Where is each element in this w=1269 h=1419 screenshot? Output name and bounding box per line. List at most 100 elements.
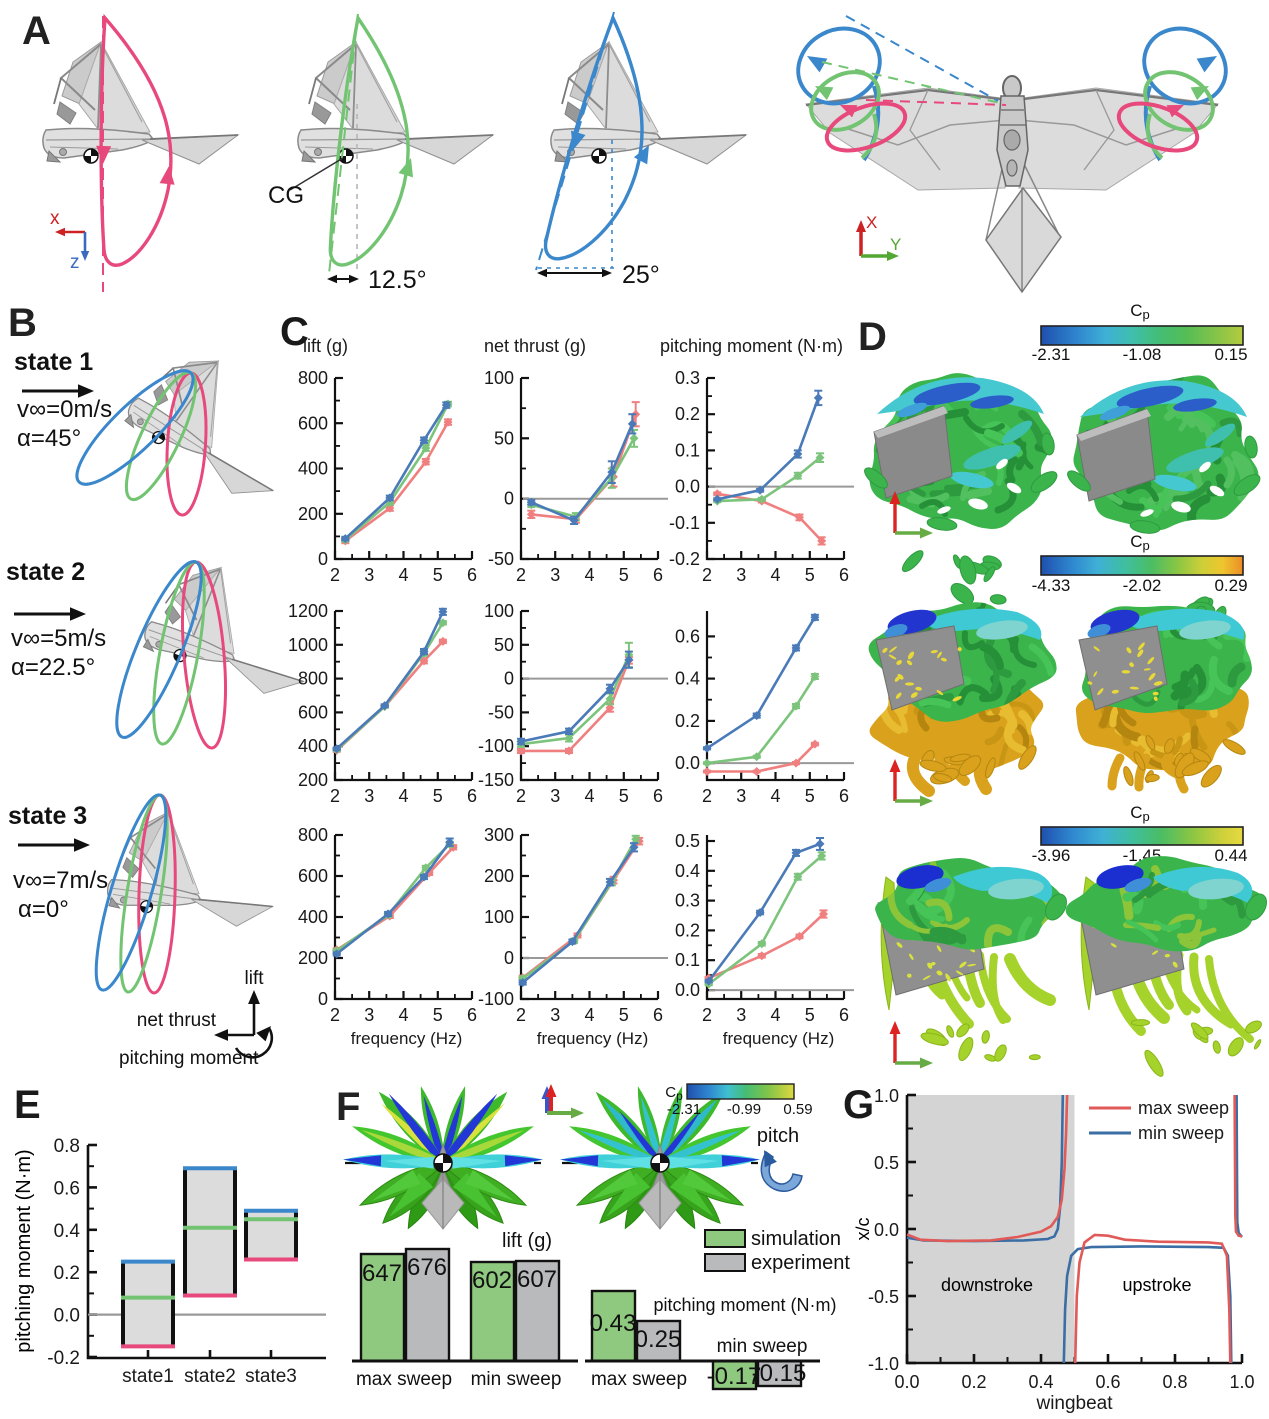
svg-text:0.4: 0.4 — [675, 669, 700, 689]
svg-text:0.6: 0.6 — [54, 1178, 80, 1199]
svg-text:max sweep: max sweep — [591, 1369, 687, 1390]
svg-text:0.0: 0.0 — [54, 1306, 80, 1327]
svg-text:-0.2: -0.2 — [47, 1348, 80, 1369]
svg-text:F: F — [336, 1085, 360, 1129]
svg-text:-50: -50 — [488, 702, 514, 722]
svg-text:0.6: 0.6 — [675, 626, 700, 646]
svg-text:25°: 25° — [622, 261, 660, 289]
svg-text:5: 5 — [805, 786, 815, 806]
svg-text:0.25: 0.25 — [635, 1326, 682, 1353]
svg-text:pitching moment (N·m): pitching moment (N·m) — [13, 1149, 35, 1352]
svg-text:4: 4 — [770, 1005, 780, 1025]
svg-text:100: 100 — [484, 368, 514, 388]
svg-text:3: 3 — [550, 565, 560, 585]
svg-text:800: 800 — [298, 825, 328, 845]
svg-text:50: 50 — [494, 428, 514, 448]
svg-text:min sweep: min sweep — [717, 1336, 808, 1357]
svg-text:0.1: 0.1 — [675, 950, 700, 970]
svg-text:4: 4 — [584, 1005, 594, 1025]
svg-text:G: G — [843, 1083, 874, 1127]
svg-text:300: 300 — [484, 825, 514, 845]
svg-text:state2: state2 — [184, 1366, 236, 1387]
svg-text:3: 3 — [364, 1005, 374, 1025]
svg-text:simulation: simulation — [751, 1228, 841, 1250]
svg-text:5: 5 — [805, 565, 815, 585]
svg-text:6: 6 — [839, 1005, 849, 1025]
svg-text:607: 607 — [517, 1266, 557, 1293]
svg-text:0.4: 0.4 — [54, 1221, 81, 1242]
svg-text:-50: -50 — [488, 549, 514, 569]
svg-text:2: 2 — [702, 1005, 712, 1025]
svg-text:400: 400 — [298, 736, 328, 756]
svg-text:0.0: 0.0 — [675, 753, 700, 773]
svg-text:0.8: 0.8 — [54, 1136, 80, 1157]
svg-text:6: 6 — [467, 1005, 477, 1025]
svg-text:0.1: 0.1 — [675, 440, 700, 460]
svg-text:2: 2 — [330, 1005, 340, 1025]
svg-text:2: 2 — [330, 565, 340, 585]
svg-text:x/c: x/c — [853, 1217, 873, 1240]
svg-text:4: 4 — [398, 1005, 408, 1025]
svg-text:600: 600 — [298, 866, 328, 886]
svg-text:-100: -100 — [478, 989, 514, 1009]
svg-text:3: 3 — [364, 565, 374, 585]
svg-text:0: 0 — [318, 549, 328, 569]
svg-text:1000: 1000 — [288, 635, 328, 655]
svg-text:6: 6 — [653, 786, 663, 806]
svg-text:2: 2 — [516, 565, 526, 585]
svg-text:0.2: 0.2 — [675, 920, 700, 940]
svg-text:602: 602 — [472, 1267, 512, 1294]
svg-text:3: 3 — [736, 1005, 746, 1025]
svg-text:5: 5 — [433, 786, 443, 806]
svg-text:0: 0 — [504, 489, 514, 509]
svg-text:Cp: Cp — [665, 1084, 683, 1103]
svg-text:0: 0 — [504, 669, 514, 689]
svg-text:B: B — [8, 301, 37, 345]
svg-text:frequency (Hz): frequency (Hz) — [351, 1029, 462, 1048]
svg-text:600: 600 — [298, 702, 328, 722]
svg-text:0.2: 0.2 — [675, 404, 700, 424]
svg-text:pitch: pitch — [757, 1125, 799, 1147]
svg-text:-1.08: -1.08 — [1123, 345, 1162, 364]
svg-text:v∞=7m/s: v∞=7m/s — [13, 867, 108, 894]
svg-text:Cp: Cp — [1130, 301, 1150, 322]
svg-text:5: 5 — [619, 565, 629, 585]
svg-text:5: 5 — [805, 1005, 815, 1025]
svg-text:-0.2: -0.2 — [669, 549, 700, 569]
svg-text:experiment: experiment — [751, 1252, 850, 1274]
svg-text:0.15: 0.15 — [1214, 345, 1247, 364]
svg-text:0.59: 0.59 — [783, 1101, 812, 1118]
svg-text:lift: lift — [245, 968, 265, 989]
svg-text:upstroke: upstroke — [1122, 1275, 1191, 1295]
svg-text:4: 4 — [398, 565, 408, 585]
svg-text:-1.0: -1.0 — [868, 1354, 899, 1374]
svg-text:-3.96: -3.96 — [1032, 846, 1071, 865]
svg-text:x: x — [50, 208, 60, 229]
svg-text:5: 5 — [619, 1005, 629, 1025]
svg-text:200: 200 — [298, 504, 328, 524]
svg-text:0.0: 0.0 — [894, 1372, 919, 1392]
svg-text:0.43: 0.43 — [590, 1310, 637, 1337]
svg-text:-2.31: -2.31 — [667, 1101, 701, 1118]
svg-text:0.2: 0.2 — [54, 1263, 80, 1284]
svg-text:net thrust: net thrust — [137, 1010, 217, 1031]
svg-text:α=22.5°: α=22.5° — [11, 654, 95, 681]
svg-text:600: 600 — [298, 413, 328, 433]
svg-text:400: 400 — [298, 459, 328, 479]
svg-text:0.0: 0.0 — [675, 477, 700, 497]
svg-text:Cp: Cp — [1130, 803, 1150, 824]
svg-text:2: 2 — [516, 1005, 526, 1025]
svg-text:3: 3 — [550, 1005, 560, 1025]
svg-text:X: X — [866, 213, 877, 232]
svg-text:state1: state1 — [122, 1366, 174, 1387]
svg-text:3: 3 — [364, 786, 374, 806]
svg-text:5: 5 — [433, 1005, 443, 1025]
svg-text:400: 400 — [298, 907, 328, 927]
svg-text:5: 5 — [433, 565, 443, 585]
svg-text:-100: -100 — [478, 736, 514, 756]
svg-text:-2.02: -2.02 — [1123, 576, 1162, 595]
svg-text:wingbeat: wingbeat — [1035, 1393, 1113, 1414]
svg-text:4: 4 — [770, 786, 780, 806]
svg-text:2: 2 — [516, 786, 526, 806]
svg-text:CG: CG — [268, 182, 304, 209]
